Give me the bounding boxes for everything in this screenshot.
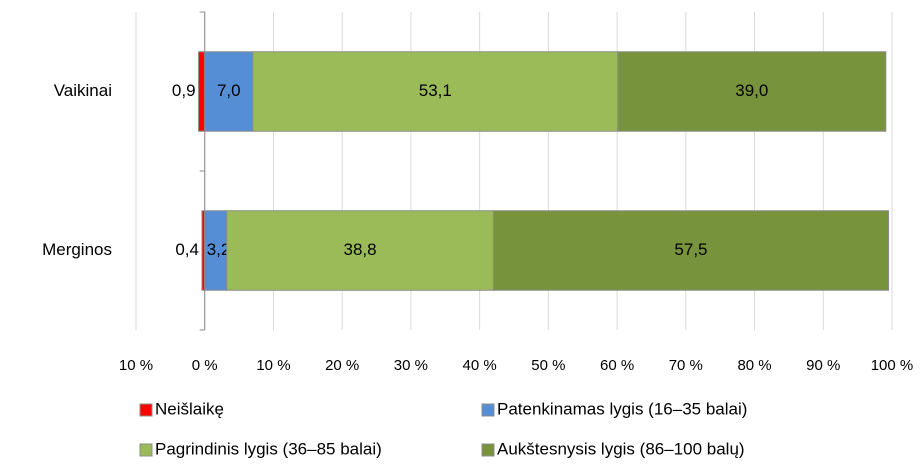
x-tick-label: 70 % bbox=[669, 357, 703, 374]
legend-label: Neišlaikę bbox=[155, 399, 224, 418]
data-label: 7,0 bbox=[217, 81, 241, 100]
legend-swatch bbox=[139, 403, 153, 417]
x-tick-label: 20 % bbox=[325, 357, 359, 374]
x-tick-label: 80 % bbox=[737, 357, 771, 374]
bar-segment bbox=[198, 51, 206, 132]
data-label: 53,1 bbox=[419, 81, 452, 100]
x-tick-label: 0 % bbox=[192, 357, 218, 374]
category-label: Vaikinai bbox=[54, 81, 112, 100]
legend-swatch bbox=[139, 443, 153, 457]
data-label: 39,0 bbox=[735, 81, 768, 100]
x-tick-label: 60 % bbox=[600, 357, 634, 374]
data-label: 0,4 bbox=[175, 240, 199, 259]
x-tick-label: 100 % bbox=[871, 357, 914, 374]
data-label: 38,8 bbox=[344, 240, 377, 259]
x-tick-label: 10 % bbox=[119, 357, 153, 374]
data-label: 3,2 bbox=[207, 240, 231, 259]
bar-segment bbox=[204, 51, 254, 132]
data-label: 57,5 bbox=[674, 240, 707, 259]
data-label: 0,9 bbox=[172, 81, 196, 100]
legend-label: Aukštesnysis lygis (86–100 balų) bbox=[497, 439, 745, 458]
bar-segment bbox=[252, 51, 619, 132]
bar-segment bbox=[617, 51, 887, 132]
x-tick-label: 50 % bbox=[531, 357, 565, 374]
legend-label: Patenkinamas lygis (16–35 balai) bbox=[497, 399, 747, 418]
x-tick-label: 40 % bbox=[463, 357, 497, 374]
legend-label: Pagrindinis lygis (36–85 balai) bbox=[155, 439, 382, 458]
legend-swatch bbox=[481, 443, 495, 457]
x-tick-label: 90 % bbox=[806, 357, 840, 374]
x-tick-label: 30 % bbox=[394, 357, 428, 374]
category-label: Merginos bbox=[42, 240, 112, 259]
x-tick-label: 10 % bbox=[256, 357, 290, 374]
bar-segment bbox=[492, 210, 890, 291]
legend-swatch bbox=[481, 403, 495, 417]
